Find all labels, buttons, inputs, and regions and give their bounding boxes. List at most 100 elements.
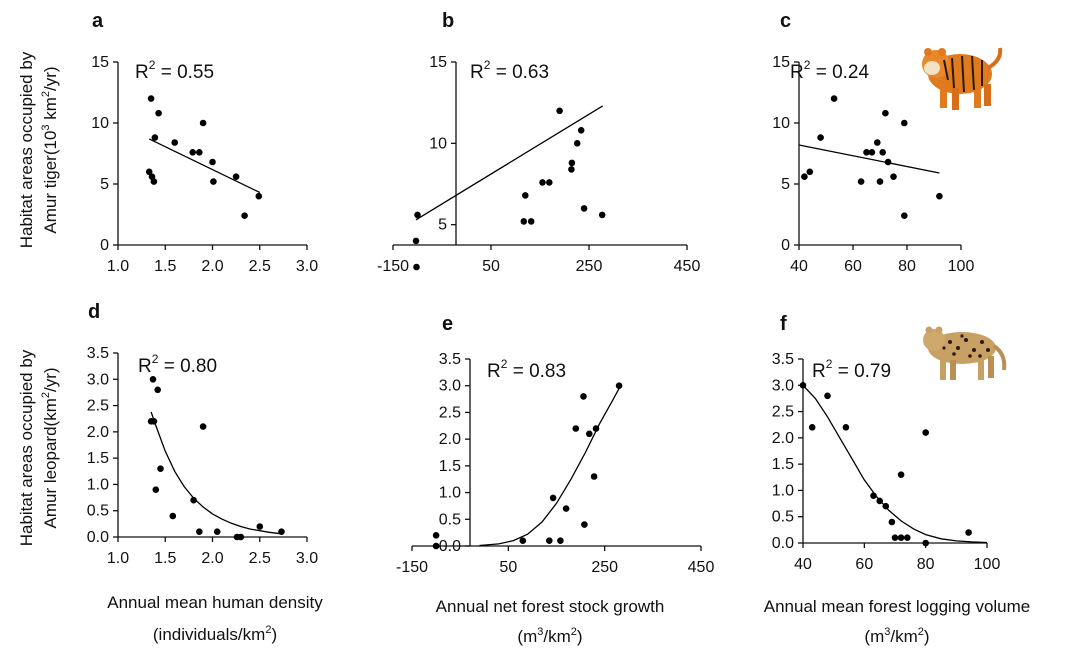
data-point-b	[412, 237, 420, 245]
x-label-human-line2: (individuals/km2)	[153, 624, 277, 644]
r2-label-a: R2 = 0.55	[135, 58, 214, 83]
data-point-f	[897, 471, 905, 479]
data-point-b	[568, 166, 575, 173]
x-tick-label-d: 1.5	[154, 550, 176, 567]
x-label-logging-line2: (m3/km2)	[864, 626, 929, 646]
data-point-d	[169, 512, 177, 520]
data-point-a	[171, 139, 178, 146]
data-point-f	[888, 518, 896, 526]
data-point-e	[519, 537, 527, 544]
data-point-d	[157, 465, 164, 473]
y-label-tiger-line1: Habitat areas occupied by	[17, 51, 36, 248]
data-point-a	[155, 109, 162, 117]
x-tick-label-a: 1.5	[154, 258, 176, 275]
x-tick-label-e: -150	[396, 559, 428, 576]
y-tick-label-e: 2.5	[439, 404, 461, 421]
y-tick-label-e: 0.5	[439, 511, 461, 528]
y-tick-label-e: 0.0	[439, 538, 461, 555]
data-point-c	[884, 158, 892, 166]
data-point-c	[901, 119, 908, 127]
data-point-e	[549, 494, 557, 502]
x-tick-label-a: 1.0	[107, 258, 129, 275]
data-point-c	[876, 178, 884, 185]
data-point-c	[806, 168, 814, 176]
y-tick-label-e: 3.5	[439, 351, 461, 368]
y-tick-label-f: 2.5	[772, 404, 794, 421]
data-point-b	[520, 218, 528, 225]
data-point-f	[897, 534, 905, 541]
fit-line-c	[798, 144, 940, 174]
data-point-c	[936, 192, 943, 200]
panel-a: 1.0 1.5 2.0 2.5 3.0 0 5 10 15 R2 = 0.55	[91, 54, 318, 275]
data-point-b	[580, 205, 588, 212]
x-tick-label-f: 100	[974, 556, 1001, 573]
fit-line-f	[802, 384, 988, 544]
data-point-c	[882, 109, 889, 117]
y-tick-label-c: 5	[781, 176, 790, 193]
data-point-c	[801, 173, 808, 180]
data-point-f	[904, 534, 911, 541]
x-label-forest-line2: (m3/km2)	[517, 626, 582, 646]
data-point-a	[255, 192, 263, 200]
y-tick-label-f: 2.0	[772, 430, 794, 447]
data-point-f	[891, 534, 899, 541]
tiger-icon	[922, 47, 1003, 110]
x-label-forest-line1: Annual net forest stock growth	[436, 597, 665, 616]
y-tick-label-c: 0	[781, 237, 790, 254]
x-tick-label-e: 250	[591, 559, 618, 576]
x-tick-label-b: 450	[674, 258, 701, 275]
y-tick-label-d: 1.0	[87, 476, 109, 493]
r2-label-f: R2 = 0.79	[812, 357, 891, 382]
fit-line-d	[150, 411, 282, 535]
data-point-d	[196, 528, 203, 535]
data-point-e	[592, 425, 600, 432]
data-point-c	[890, 173, 897, 180]
data-point-b	[539, 179, 546, 186]
data-point-b	[577, 127, 585, 134]
data-point-f	[922, 539, 929, 547]
data-point-a	[210, 178, 217, 185]
data-point-f	[965, 529, 972, 536]
x-tick-label-c: 60	[844, 258, 862, 275]
y-label-leopard-line2: Amur leopard(km2/yr)	[40, 367, 60, 528]
y-tick-label-d: 3.0	[87, 371, 109, 388]
data-point-f	[870, 492, 877, 500]
panel-b: -150 50 250 450 5 10 15 R2 = 0.63	[377, 54, 700, 275]
data-point-d	[190, 496, 197, 504]
data-point-c	[857, 178, 865, 185]
data-point-e	[580, 393, 587, 400]
data-point-d	[213, 528, 221, 535]
x-tick-label-f: 40	[794, 556, 812, 573]
data-point-e	[586, 430, 593, 438]
data-point-a	[199, 119, 207, 127]
data-point-d	[237, 533, 245, 541]
y-tick-label-f: 3.5	[772, 351, 794, 368]
data-point-b	[556, 107, 563, 115]
y-tick-label-f: 0.0	[772, 535, 794, 552]
data-point-b	[527, 218, 535, 225]
data-point-f	[922, 429, 929, 436]
data-point-f	[876, 497, 883, 505]
y-label-leopard-line1: Habitat areas occupied by	[17, 349, 36, 546]
data-point-a	[189, 149, 196, 156]
data-point-d	[149, 376, 157, 383]
data-point-a	[232, 173, 240, 180]
panel-c: 40 60 80 100 0 5 10 15 R2 = 0.24	[772, 54, 974, 275]
y-tick-label-d: 3.5	[87, 345, 109, 362]
y-tick-label-a: 5	[100, 176, 109, 193]
fit-line-e	[479, 388, 620, 547]
y-tick-label-f: 3.0	[772, 377, 794, 394]
r2-label-e: R2 = 0.83	[487, 357, 566, 382]
data-point-f	[808, 424, 816, 431]
y-tick-label-b: 15	[429, 54, 447, 71]
data-point-e	[432, 532, 440, 539]
y-tick-label-f: 1.5	[772, 456, 794, 473]
data-point-d	[199, 423, 207, 430]
panel-letter-d: d	[88, 301, 100, 323]
x-tick-label-b: -150	[377, 258, 409, 275]
data-point-d	[256, 523, 264, 530]
data-point-e	[546, 537, 553, 544]
data-point-c	[830, 95, 838, 102]
data-point-a	[145, 168, 153, 176]
